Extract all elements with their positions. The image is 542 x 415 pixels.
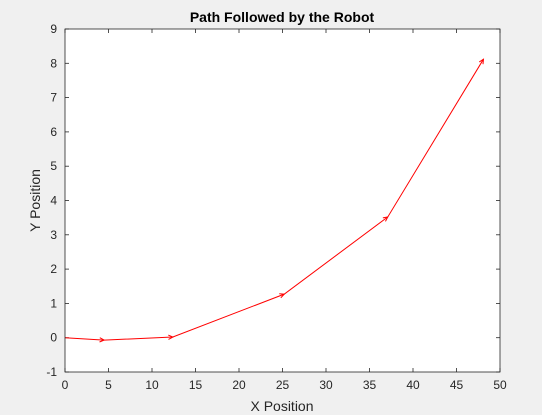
x-tick-label: 40 — [406, 378, 420, 392]
plot-area — [65, 29, 500, 372]
y-tick-label: 3 — [50, 228, 57, 242]
y-tick-labels: -1 0 1 2 3 4 5 6 7 8 9 — [46, 22, 57, 379]
chart-title: Path Followed by the Robot — [190, 9, 375, 25]
waypoint-arrow — [168, 334, 175, 340]
x-tick-label: 25 — [276, 378, 290, 392]
y-tick-label: 0 — [50, 331, 57, 345]
x-tick-label: 0 — [62, 378, 69, 392]
waypoint-arrow — [382, 216, 389, 222]
y-tick-label: 8 — [50, 56, 57, 70]
waypoint-arrow — [479, 58, 485, 65]
y-tick-label: 7 — [50, 91, 57, 105]
y-tick-label: 6 — [50, 125, 57, 139]
x-tick-label: 35 — [363, 378, 377, 392]
y-tick-label: 9 — [50, 22, 57, 36]
axes-box — [64, 28, 501, 373]
x-axis-label: X Position — [250, 398, 313, 414]
waypoint-arrow — [279, 293, 286, 299]
waypoint-arrow — [99, 337, 106, 343]
series-line — [64, 58, 484, 341]
x-tick-label: 20 — [232, 378, 246, 392]
x-tick-label: 30 — [319, 378, 333, 392]
y-tick-label: -1 — [46, 365, 57, 379]
x-tick-label: 10 — [145, 378, 159, 392]
y-tick-label: 5 — [50, 159, 57, 173]
y-tick-label: 2 — [50, 262, 57, 276]
x-tick-label: 15 — [189, 378, 203, 392]
data-layer — [64, 58, 485, 343]
x-tick-label: 45 — [450, 378, 464, 392]
x-tick-labels: 0 5 10 15 20 25 30 35 40 45 50 — [62, 378, 507, 392]
y-tick-label: 4 — [50, 194, 57, 208]
x-tick-label: 5 — [105, 378, 112, 392]
y-tick-label: 1 — [50, 296, 57, 310]
y-axis-label: Y Position — [27, 169, 43, 232]
x-tick-label: 50 — [493, 378, 507, 392]
